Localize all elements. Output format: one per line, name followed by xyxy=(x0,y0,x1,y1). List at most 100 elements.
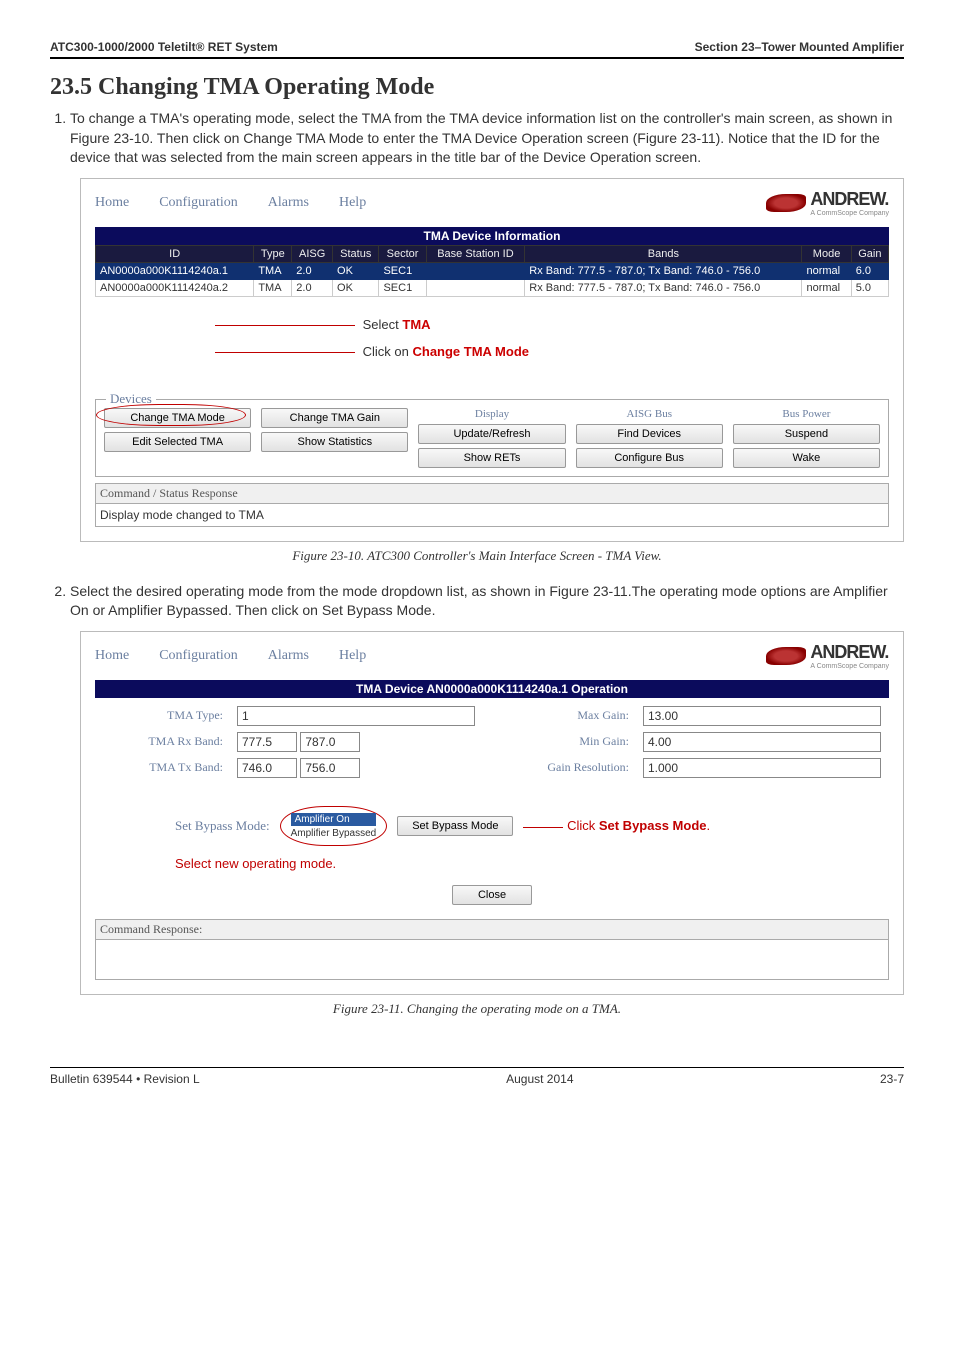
cell: normal xyxy=(802,279,851,296)
command-status-label: Command / Status Response xyxy=(95,483,889,504)
mode-dropdown-highlight-oval: Amplifier On Amplifier Bypassed xyxy=(280,806,388,846)
callout-suffix: . xyxy=(707,818,711,833)
annot-click-change: Click on xyxy=(363,344,413,359)
field-max-gain: 13.00 xyxy=(643,706,881,726)
change-tma-gain-button[interactable]: Change TMA Gain xyxy=(261,408,408,428)
cell: Rx Band: 777.5 - 787.0; Tx Band: 746.0 -… xyxy=(525,279,802,296)
menu-alarms[interactable]: Alarms xyxy=(268,195,309,211)
header-left: ATC300-1000/2000 Teletilt® RET System xyxy=(50,40,278,54)
brand-text-2: ANDREW. xyxy=(810,642,889,663)
callout-select-mode: Select new operating mode. xyxy=(175,856,889,871)
menu-configuration[interactable]: Configuration xyxy=(159,195,238,211)
annotation-block: Select TMA Click on Change TMA Mode xyxy=(215,317,889,359)
edit-selected-tma-button[interactable]: Edit Selected TMA xyxy=(104,432,251,452)
brand-wave-icon-2 xyxy=(766,647,806,665)
step-1-text: To change a TMA's operating mode, select… xyxy=(70,109,904,168)
footer-center: August 2014 xyxy=(506,1072,573,1086)
operation-panel-title: TMA Device AN0000a000K1114240a.1 Operati… xyxy=(95,680,889,698)
update-refresh-button[interactable]: Update/Refresh xyxy=(418,424,565,444)
col-status: Status xyxy=(333,245,379,262)
menu-configuration-2[interactable]: Configuration xyxy=(159,648,238,664)
command-response-label: Command Response: xyxy=(95,919,889,940)
annot-change-bold: Change TMA Mode xyxy=(412,344,529,359)
col-gain: Gain xyxy=(851,245,888,262)
callout-prefix: Click xyxy=(567,818,599,833)
show-statistics-button[interactable]: Show Statistics xyxy=(261,432,408,452)
menubar-2: Home Configuration Alarms Help ANDREW. A… xyxy=(95,642,889,670)
col-type: Type xyxy=(254,245,292,262)
menu-home[interactable]: Home xyxy=(95,195,129,211)
label-max-gain: Max Gain: xyxy=(489,708,629,723)
set-bypass-mode-button[interactable]: Set Bypass Mode xyxy=(397,816,513,836)
tma-device-table: ID Type AISG Status Sector Base Station … xyxy=(95,245,889,297)
field-rx-band-1: 777.5 xyxy=(237,732,297,752)
figure-23-11-caption: Figure 23-11. Changing the operating mod… xyxy=(50,1001,904,1017)
cell: OK xyxy=(333,279,379,296)
devices-fieldset: Devices Change TMA Mode Edit Selected TM… xyxy=(95,399,889,477)
cell: normal xyxy=(802,262,851,279)
callout-click-set-bypass: Click Set Bypass Mode. xyxy=(523,818,710,833)
dropdown-option-bypassed[interactable]: Amplifier Bypassed xyxy=(291,828,377,839)
field-gain-resolution: 1.000 xyxy=(643,758,881,778)
menu-help-2[interactable]: Help xyxy=(339,648,366,664)
page-footer: Bulletin 639544 • Revision L August 2014… xyxy=(50,1067,904,1086)
cell: SEC1 xyxy=(379,262,426,279)
section-title: 23.5 Changing TMA Operating Mode xyxy=(50,74,904,101)
menubar: Home Configuration Alarms Help ANDREW. A… xyxy=(95,189,889,217)
table-row[interactable]: AN0000a000K1114240a.2 TMA 2.0 OK SEC1 Rx… xyxy=(96,279,889,296)
field-tma-type: 1 xyxy=(237,706,475,726)
cell: 5.0 xyxy=(851,279,888,296)
menu-home-2[interactable]: Home xyxy=(95,648,129,664)
label-min-gain: Min Gain: xyxy=(489,734,629,749)
label-set-bypass-mode: Set Bypass Mode: xyxy=(175,818,270,834)
cell: TMA xyxy=(254,262,292,279)
table-header-row: ID Type AISG Status Sector Base Station … xyxy=(96,245,889,262)
table-row[interactable]: AN0000a000K1114240a.1 TMA 2.0 OK SEC1 Rx… xyxy=(96,262,889,279)
cell: OK xyxy=(333,262,379,279)
show-rets-button[interactable]: Show RETs xyxy=(418,448,565,468)
field-tx-band-2: 756.0 xyxy=(300,758,360,778)
col-sector: Sector xyxy=(379,245,426,262)
label-tx-band: TMA Tx Band: xyxy=(103,760,223,775)
configure-bus-button[interactable]: Configure Bus xyxy=(576,448,723,468)
tma-operation-window: Home Configuration Alarms Help ANDREW. A… xyxy=(80,631,904,995)
find-devices-button[interactable]: Find Devices xyxy=(576,424,723,444)
label-gain-resolution: Gain Resolution: xyxy=(489,760,629,775)
wake-button[interactable]: Wake xyxy=(733,448,880,468)
brand-wave-icon xyxy=(766,194,806,212)
command-status-body: Display mode changed to TMA xyxy=(95,504,889,527)
close-button[interactable]: Close xyxy=(452,885,532,905)
main-interface-window: Home Configuration Alarms Help ANDREW. A… xyxy=(80,178,904,542)
footer-left: Bulletin 639544 • Revision L xyxy=(50,1072,200,1086)
brand-subtext-2: A CommScope Company xyxy=(810,663,889,670)
col-id: ID xyxy=(96,245,254,262)
change-tma-mode-button[interactable]: Change TMA Mode xyxy=(104,408,251,428)
dropdown-option-on[interactable]: Amplifier On xyxy=(291,813,377,826)
field-rx-band-2: 787.0 xyxy=(300,732,360,752)
header-right: Section 23–Tower Mounted Amplifier xyxy=(695,40,904,54)
menu-alarms-2[interactable]: Alarms xyxy=(268,648,309,664)
tma-panel-title: TMA Device Information xyxy=(95,227,889,245)
menu-help[interactable]: Help xyxy=(339,195,366,211)
devices-legend: Devices xyxy=(106,391,156,407)
brand-text: ANDREW. xyxy=(810,189,889,210)
annot-tma-bold: TMA xyxy=(402,317,430,332)
operation-form: TMA Type: 1 Max Gain: 13.00 TMA Rx Band:… xyxy=(95,698,889,786)
bypass-mode-row: Set Bypass Mode: Amplifier On Amplifier … xyxy=(175,806,889,846)
cell: 2.0 xyxy=(292,279,333,296)
col-aisg: AISG xyxy=(292,245,333,262)
col-mode: Mode xyxy=(802,245,851,262)
annot-select-tma: Select xyxy=(363,317,403,332)
cell: 2.0 xyxy=(292,262,333,279)
cell xyxy=(426,262,525,279)
col-bsid: Base Station ID xyxy=(426,245,525,262)
suspend-button[interactable]: Suspend xyxy=(733,424,880,444)
page-header: ATC300-1000/2000 Teletilt® RET System Se… xyxy=(50,40,904,59)
col-bands: Bands xyxy=(525,245,802,262)
command-response-body xyxy=(95,940,889,980)
cell: Rx Band: 777.5 - 787.0; Tx Band: 746.0 -… xyxy=(525,262,802,279)
cell xyxy=(426,279,525,296)
cell: 6.0 xyxy=(851,262,888,279)
step-2-text: Select the desired operating mode from t… xyxy=(70,582,904,621)
bus-power-col-label: Bus Power xyxy=(733,408,880,420)
